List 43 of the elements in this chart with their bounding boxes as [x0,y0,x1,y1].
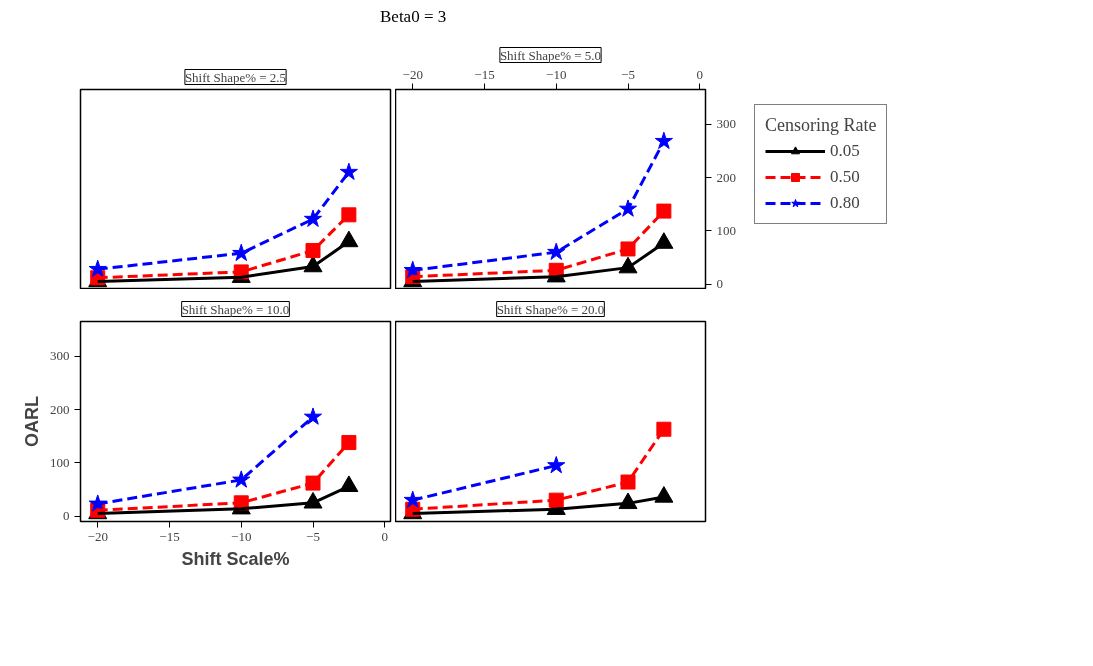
x-tick-label: −20 [87,528,108,544]
point [654,486,674,503]
x-tick-label: −10 [546,66,567,82]
point [656,422,672,438]
text: Beta0 = 3 [380,6,447,28]
point [303,209,323,228]
point [341,435,357,451]
y-tick-label: 100 [716,223,736,239]
legend-label: 0.05 [830,141,860,162]
point [620,241,636,257]
chart-title: Shift Shape% = 5.0 [499,47,602,63]
x-axis-title: Shift Scale% [181,548,290,569]
point [620,474,636,490]
point [339,162,358,181]
legend-title: Censoring Rate [765,115,877,137]
x-tick-label: −15 [474,66,495,82]
point [232,470,251,488]
y-tick-label: 0 [716,276,723,292]
point [547,456,566,474]
x-tick-label: −5 [621,66,635,82]
chart-title: Shift Shape% = 2.5 [184,69,287,85]
point [305,475,321,491]
point [654,132,673,150]
point [303,407,323,426]
y-tick-label: 300 [50,348,70,364]
x-tick-label: 0 [381,528,389,544]
point [341,207,357,223]
y-tick-label: 0 [63,508,70,524]
chart-title: Shift Shape% = 20.0 [496,301,605,317]
x-tick-label: −5 [306,528,320,544]
x-tick-label: −15 [159,528,180,544]
y-axis-title: OARL [22,396,42,448]
x-tick-label: 0 [696,66,704,82]
legend-label: 0.80 [830,193,860,214]
y-tick-label: 200 [50,401,70,417]
y-tick-label: 200 [716,169,736,185]
y-tick-label: 300 [716,116,736,132]
point [656,203,672,219]
x-tick-label: −20 [402,66,423,82]
legend-label: 0.50 [830,167,860,188]
y-tick-label: 100 [50,455,70,471]
x-tick-label: −10 [231,528,252,544]
chart-title: Shift Shape% = 10.0 [181,301,290,317]
